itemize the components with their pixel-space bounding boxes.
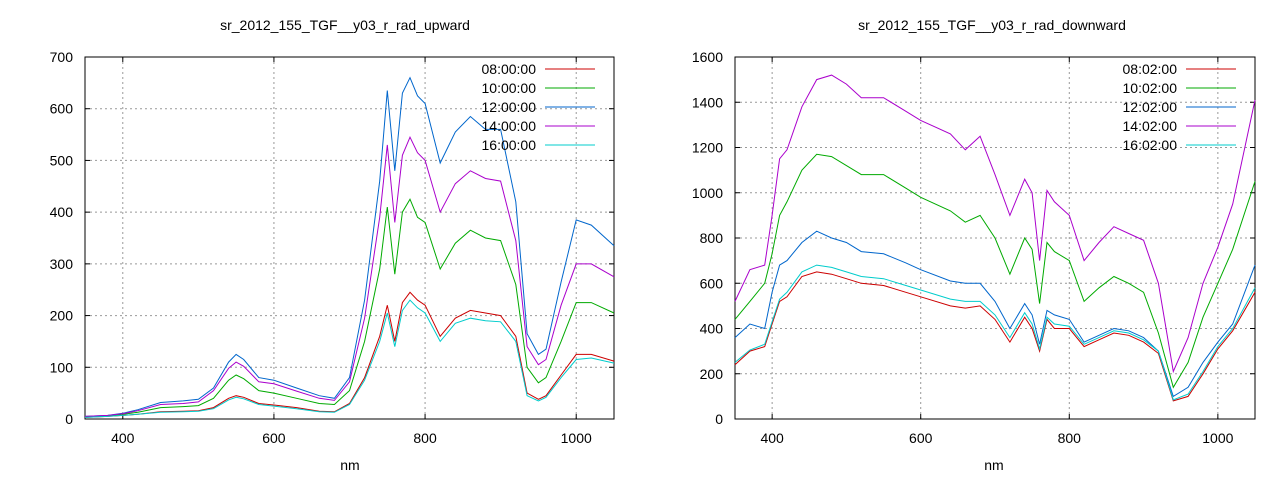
legend-label: 10:02:00 (1123, 80, 1178, 96)
x-tick-label: 600 (909, 430, 933, 446)
y-tick-label: 200 (50, 308, 74, 324)
legend-label: 12:02:00 (1123, 99, 1178, 115)
y-tick-label: 500 (50, 152, 74, 168)
chart-title: sr_2012_155_TGF__y03_r_rad_upward (220, 17, 470, 33)
legend-label: 08:02:00 (1123, 61, 1178, 77)
series-line-4 (84, 135, 615, 417)
legend-label: 10:00:00 (482, 80, 537, 96)
y-tick-label: 0 (65, 411, 73, 427)
y-tick-label: 400 (700, 321, 724, 337)
legend-label: 16:02:00 (1123, 137, 1178, 153)
y-tick-label: 600 (700, 275, 724, 291)
x-axis-label: nm (340, 457, 359, 473)
y-tick-label: 1200 (692, 140, 723, 156)
series-line-3 (84, 76, 615, 417)
legend-label: 14:02:00 (1123, 118, 1178, 134)
y-tick-label: 700 (50, 49, 74, 65)
legend-label: 08:00:00 (482, 61, 537, 77)
series-line-1 (734, 271, 1256, 402)
y-tick-label: 300 (50, 256, 74, 272)
x-tick-label: 1000 (561, 430, 592, 446)
series-line-3 (734, 230, 1256, 398)
y-tick-label: 200 (700, 366, 724, 382)
series-line-2 (84, 198, 615, 418)
chart-title: sr_2012_155_TGF__y03_r_rad_downward (858, 17, 1126, 33)
x-axis-label: nm (984, 457, 1003, 473)
legend-label: 14:00:00 (482, 118, 537, 134)
legend-label: 16:00:00 (482, 137, 537, 153)
x-tick-label: 400 (760, 430, 784, 446)
x-tick-label: 600 (262, 430, 286, 446)
series-line-5 (734, 264, 1256, 401)
chart-panel-2: sr_2012_155_TGF__y03_r_rad_downward 0 200 4… (692, 17, 1256, 473)
series-line-1 (84, 291, 615, 418)
plot-frame (84, 56, 615, 420)
y-tick-label: 1600 (692, 49, 723, 65)
y-tick-label: 1400 (692, 94, 723, 110)
series-line-5 (84, 299, 615, 418)
x-tick-label: 800 (413, 430, 437, 446)
chart-panel-1: sr_2012_155_TGF__y03_r_rad_upward 0 100 200… (50, 17, 615, 473)
legend-label: 12:00:00 (482, 99, 537, 115)
y-tick-label: 800 (700, 230, 724, 246)
y-tick-label: 600 (50, 101, 74, 117)
y-tick-label: 400 (50, 204, 74, 220)
y-tick-label: 0 (715, 411, 723, 427)
x-tick-label: 800 (1058, 430, 1082, 446)
series-line-4 (734, 74, 1256, 374)
y-tick-label: 1000 (692, 185, 723, 201)
x-tick-label: 1000 (1202, 430, 1233, 446)
x-tick-label: 400 (111, 430, 135, 446)
series-line-2 (734, 153, 1256, 389)
y-tick-label: 100 (50, 359, 74, 375)
